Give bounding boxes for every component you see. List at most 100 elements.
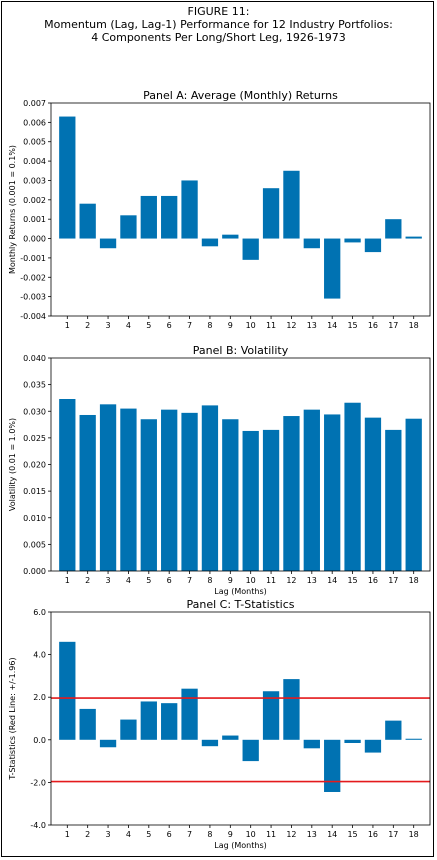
bar [324, 739, 341, 792]
bar [242, 739, 259, 762]
y-tick-label: -0.003 [20, 293, 46, 302]
x-tick-label: 16 [368, 321, 378, 330]
x-tick-label: 9 [228, 321, 233, 330]
y-tick-label: -0.002 [20, 273, 46, 282]
x-tick-label: 12 [286, 576, 296, 585]
x-tick-label: 4 [126, 576, 131, 585]
x-tick-label: 11 [266, 576, 276, 585]
y-tick-label: 0.035 [23, 381, 46, 390]
bar [181, 412, 198, 571]
bar [59, 116, 76, 239]
bar [405, 236, 422, 239]
bar [140, 195, 157, 239]
bar [59, 399, 76, 571]
x-tick-label: 2 [85, 576, 90, 585]
y-axis-label: Monthly Returns (0.001 = 0.1%) [8, 145, 17, 274]
x-tick-label: 13 [307, 830, 317, 839]
x-tick-label: 6 [167, 576, 172, 585]
bar [99, 238, 117, 249]
x-tick-label: 18 [409, 830, 419, 839]
figure-title-line-1: FIGURE 11: [187, 5, 250, 18]
x-tick-label: 6 [167, 321, 172, 330]
x-tick-label: 17 [388, 576, 398, 585]
figure-title: FIGURE 11: Momentum (Lag, Lag-1) Perform… [0, 5, 437, 44]
x-tick-label: 11 [266, 830, 276, 839]
x-tick-label: 18 [409, 321, 419, 330]
bar [222, 419, 239, 571]
bar [303, 409, 320, 571]
x-tick-label: 10 [246, 830, 256, 839]
y-tick-label: 6.0 [33, 608, 46, 617]
x-tick-label: 12 [286, 830, 296, 839]
x-tick-label: 7 [187, 830, 192, 839]
x-tick-label: 2 [85, 830, 90, 839]
bar [120, 215, 137, 239]
bar [364, 739, 382, 753]
y-tick-label: 0.000 [23, 567, 46, 576]
x-tick-label: 11 [266, 321, 276, 330]
x-tick-label: 9 [228, 830, 233, 839]
x-tick-label: 8 [207, 321, 212, 330]
x-tick-label: 16 [368, 576, 378, 585]
bar [161, 195, 178, 239]
y-tick-label: -0.004 [20, 312, 46, 321]
x-tick-label: 4 [126, 830, 131, 839]
bar [161, 409, 178, 571]
bar [364, 417, 382, 571]
bar [405, 738, 422, 740]
bar [262, 429, 280, 571]
bar [201, 238, 219, 247]
x-tick-label: 15 [347, 576, 357, 585]
panel-title: Panel B: Volatility [193, 344, 289, 357]
bar [222, 735, 239, 740]
x-tick-label: 13 [307, 321, 317, 330]
y-tick-label: 0.000 [23, 235, 46, 244]
x-tick-label: 1 [65, 576, 70, 585]
bar [303, 238, 320, 249]
x-tick-label: 12 [286, 321, 296, 330]
bar [344, 739, 361, 743]
y-tick-label: -4.0 [30, 821, 46, 830]
x-tick-label: 13 [307, 576, 317, 585]
bar [385, 429, 402, 571]
bar [120, 719, 137, 740]
panel-3: Panel C: T-Statistics -4.0 -2.0 0.0 2.0 4.0 6.… [8, 598, 431, 850]
panel-1: Panel A: Average (Monthly) Returns -0.004… [8, 89, 431, 330]
x-tick-label: 3 [106, 830, 111, 839]
bar [140, 701, 157, 740]
bar [140, 419, 157, 571]
x-tick-label: 8 [207, 830, 212, 839]
y-tick-label: 0.025 [23, 434, 46, 443]
panel-title: Panel A: Average (Monthly) Returns [143, 89, 338, 102]
x-tick-label: 1 [65, 321, 70, 330]
x-tick-label: 2 [85, 321, 90, 330]
y-tick-label: 2.0 [33, 693, 46, 702]
figure-title-line-3: 4 Components Per Long/Short Leg, 1926-19… [91, 31, 346, 44]
bar [385, 219, 402, 239]
figure-title-line-2: Momentum (Lag, Lag-1) Performance for 12… [44, 18, 393, 31]
bar [222, 234, 239, 239]
bar [79, 414, 96, 571]
x-tick-label: 10 [246, 321, 256, 330]
x-tick-label: 8 [207, 576, 212, 585]
bar [364, 238, 382, 253]
x-tick-label: 6 [167, 830, 172, 839]
bar [201, 739, 219, 747]
x-tick-label: 5 [146, 576, 151, 585]
bar [99, 404, 117, 571]
x-tick-label: 7 [187, 321, 192, 330]
x-tick-label: 14 [327, 830, 337, 839]
x-tick-label: 10 [246, 576, 256, 585]
x-tick-label: 15 [347, 321, 357, 330]
y-tick-label: 0.005 [23, 540, 46, 549]
x-axis-label: Lag (Months) [214, 587, 266, 596]
bar [181, 688, 198, 740]
y-tick-label: 0.030 [23, 407, 46, 416]
bar [324, 414, 341, 571]
x-tick-label: 4 [126, 321, 131, 330]
x-tick-label: 15 [347, 830, 357, 839]
bar [405, 418, 422, 571]
y-tick-label: 0.006 [23, 118, 46, 127]
y-tick-label: 0.010 [23, 514, 46, 523]
